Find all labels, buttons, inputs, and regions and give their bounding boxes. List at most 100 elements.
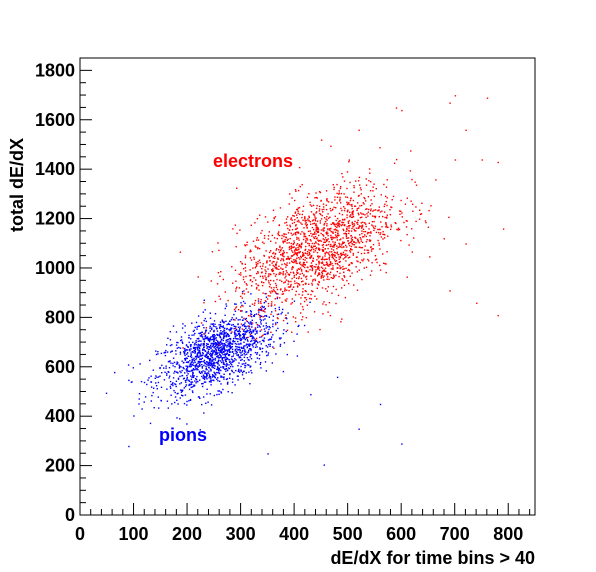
pions-point bbox=[193, 334, 195, 336]
pions-point bbox=[239, 356, 241, 358]
pions-point bbox=[206, 337, 208, 339]
pions-point bbox=[286, 353, 288, 356]
electrons-point bbox=[240, 306, 242, 308]
pions-point bbox=[195, 341, 197, 344]
pions-point bbox=[228, 343, 231, 345]
pions-point bbox=[222, 360, 224, 362]
electrons-point bbox=[257, 246, 259, 249]
electrons-point bbox=[379, 147, 381, 149]
electrons-point bbox=[273, 286, 275, 289]
pions-point bbox=[199, 353, 202, 355]
pions-point bbox=[249, 354, 252, 356]
pions-point bbox=[179, 351, 182, 353]
electrons-point bbox=[333, 275, 335, 277]
electrons-point bbox=[279, 273, 281, 276]
electrons-point bbox=[303, 227, 305, 229]
pions-point bbox=[250, 311, 252, 313]
electrons-point bbox=[389, 209, 391, 211]
pions-point bbox=[228, 348, 230, 351]
pions-point bbox=[211, 349, 214, 351]
electrons-point bbox=[297, 249, 299, 251]
electrons-point bbox=[333, 244, 335, 247]
electrons-point bbox=[497, 314, 499, 317]
pions-point bbox=[249, 310, 252, 312]
pions-point bbox=[201, 366, 203, 368]
electrons-point bbox=[330, 230, 332, 233]
pions-point bbox=[235, 352, 237, 355]
pions-point bbox=[196, 380, 198, 382]
electrons-point bbox=[384, 216, 386, 219]
pions-point bbox=[258, 358, 261, 360]
pions-point bbox=[181, 327, 184, 329]
electrons-point bbox=[376, 261, 378, 264]
electrons-point bbox=[323, 223, 326, 225]
pions-point bbox=[178, 367, 181, 369]
electrons-point bbox=[336, 192, 338, 195]
electrons-point bbox=[313, 311, 316, 313]
electrons-point bbox=[309, 230, 311, 232]
pions-point bbox=[190, 386, 192, 389]
electrons-point bbox=[346, 211, 349, 213]
pions-point bbox=[251, 331, 253, 333]
electrons-point bbox=[352, 214, 354, 216]
electrons-point bbox=[349, 256, 351, 258]
electrons-point bbox=[296, 220, 299, 223]
electrons-point bbox=[297, 237, 300, 239]
electrons-point bbox=[311, 290, 313, 292]
pions-point bbox=[255, 340, 257, 342]
electrons-point bbox=[347, 240, 349, 242]
electrons-point bbox=[383, 205, 385, 208]
electrons-point bbox=[357, 195, 360, 197]
electrons-point bbox=[366, 213, 368, 215]
electrons-point bbox=[486, 97, 489, 99]
electrons-point bbox=[252, 267, 254, 269]
electrons-point bbox=[391, 199, 393, 201]
pions-point bbox=[213, 394, 215, 397]
pions-point bbox=[204, 381, 207, 383]
electrons-point bbox=[413, 237, 415, 239]
pions-point bbox=[216, 368, 218, 371]
pions-point bbox=[257, 326, 259, 328]
electrons-point bbox=[314, 218, 316, 221]
pions-point bbox=[209, 376, 212, 378]
electrons-point bbox=[341, 254, 343, 256]
electrons-point bbox=[276, 237, 278, 240]
pions-point bbox=[210, 381, 212, 383]
pions-point bbox=[240, 352, 242, 354]
pions-point bbox=[191, 386, 194, 388]
electrons-point bbox=[390, 224, 392, 226]
electrons-point bbox=[372, 227, 375, 229]
electrons-point bbox=[365, 223, 367, 225]
electrons-point bbox=[313, 236, 315, 238]
electrons-point bbox=[260, 232, 262, 234]
pions-point bbox=[225, 334, 228, 337]
electrons-point bbox=[249, 315, 252, 317]
electrons-point bbox=[276, 296, 279, 298]
pions-point bbox=[241, 351, 243, 353]
pions-point bbox=[256, 353, 258, 355]
pions-point bbox=[259, 348, 262, 350]
pions-point bbox=[197, 349, 199, 351]
pions-point bbox=[197, 396, 200, 398]
pions-point bbox=[240, 302, 242, 304]
pions-point bbox=[226, 378, 229, 380]
electrons-point bbox=[285, 314, 287, 316]
electrons-point bbox=[349, 181, 351, 184]
electrons-point bbox=[317, 283, 319, 285]
pions-point bbox=[217, 359, 220, 361]
electrons-point bbox=[301, 223, 303, 225]
electrons-point bbox=[267, 235, 270, 237]
pions-point bbox=[262, 325, 265, 327]
electrons-point bbox=[343, 253, 345, 256]
electrons-point bbox=[370, 181, 372, 183]
pions-point bbox=[214, 313, 217, 315]
pions-point bbox=[194, 364, 196, 367]
pions-point bbox=[195, 355, 198, 357]
pions-point bbox=[266, 354, 268, 357]
pions-point bbox=[179, 365, 181, 367]
electrons-point bbox=[314, 295, 316, 297]
electrons-point bbox=[344, 207, 346, 210]
electrons-point bbox=[304, 252, 307, 255]
electrons-point bbox=[282, 272, 284, 275]
pions-point bbox=[196, 346, 198, 349]
